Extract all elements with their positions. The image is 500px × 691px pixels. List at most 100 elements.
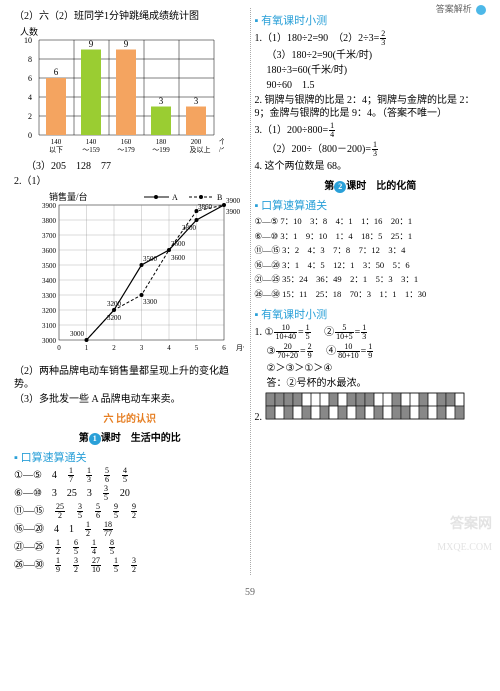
svg-text:200: 200 — [191, 138, 202, 146]
svg-text:～179: ～179 — [117, 146, 135, 154]
svg-text:3800: 3800 — [42, 217, 57, 225]
svg-text:6: 6 — [28, 74, 32, 83]
svg-text:3: 3 — [194, 96, 199, 106]
svg-text:3900: 3900 — [42, 202, 57, 210]
svg-text:3300: 3300 — [42, 292, 57, 300]
svg-text:6: 6 — [54, 67, 59, 77]
r-q4: 4. 这个两位数是 68。 — [255, 160, 487, 173]
bar-chart: 人数 0 2 4 6 8 10 — [14, 25, 224, 155]
svg-text:8: 8 — [28, 55, 32, 64]
svg-text:3000: 3000 — [70, 330, 85, 338]
q2-3: （3）多批发一些 A 品牌电动车来卖。 — [14, 393, 246, 406]
lesson1-num: 1 — [89, 433, 101, 445]
lesson1-title: 第1课时 生活中的比 — [14, 429, 246, 445]
svg-text:3200: 3200 — [107, 300, 122, 308]
calc-row: ㉑—㉕ 12 65 14 85 — [14, 539, 246, 556]
calc-title-r: ▪ 口算速算通关 — [255, 197, 487, 213]
q2-2: （2）两种品牌电动车销售量都呈现上升的变化趋势。 — [14, 365, 246, 391]
r-q1-3c: 90÷60 1.5 — [255, 79, 487, 92]
r-q3-1: 3.（1）200÷800=14 — [255, 122, 487, 139]
svg-text:9: 9 — [124, 39, 129, 49]
svg-text:3860: 3860 — [198, 203, 213, 211]
left-column: （2）六（2）班同学1分钟跳绳成绩统计图 人数 0 2 4 — [10, 8, 251, 575]
calc-title-l: ▪ 口算速算通关 — [14, 449, 246, 465]
right-column: ▪ 有氧课时小测 1.（1）180÷2=90 （2）2÷3=23 （3）180÷… — [251, 8, 491, 575]
calc-row: ⑪—⑮ 3：2 4：3 7：8 7：12 3：4 — [255, 244, 487, 258]
calc-row: ㉑—㉕ 35：24 36：49 2：1 5：3 3：1 — [255, 273, 487, 287]
section6-title: 六 比的认识 — [14, 410, 246, 425]
svg-text:～159: ～159 — [82, 146, 100, 154]
r-q1-3b: 180÷3=60(千米/时) — [255, 64, 487, 77]
watermark-url: MXQE.COM — [437, 542, 492, 553]
svg-text:以下: 以下 — [49, 146, 63, 154]
svg-text:3400: 3400 — [42, 277, 57, 285]
svg-text:B: B — [217, 193, 222, 202]
svg-text:180: 180 — [156, 138, 167, 146]
svg-text:3300: 3300 — [143, 298, 158, 306]
r-q1-3a: （3）180÷2=90(千米/时) — [255, 49, 487, 62]
svg-text:3900: 3900 — [226, 197, 241, 205]
svg-text:1: 1 — [85, 344, 89, 352]
svg-text:3500: 3500 — [42, 262, 57, 270]
svg-text:3200: 3200 — [107, 314, 122, 322]
svg-text:2: 2 — [112, 344, 116, 352]
svg-text:/个: /个 — [219, 146, 224, 154]
calc-row: ①—⑤ 7：10 3：8 4：1 1：16 20：1 — [255, 215, 487, 229]
calc-row: ①—⑤ 4 17 13 56 45 — [14, 467, 246, 484]
svg-text:140: 140 — [86, 138, 97, 146]
calc-row: ⑥—⑩ 3 25 3 35 20 — [14, 485, 246, 502]
svg-text:3800: 3800 — [182, 224, 197, 232]
svg-text:月份: 月份 — [236, 343, 244, 352]
svg-text:3600: 3600 — [171, 254, 186, 262]
svg-text:3000: 3000 — [42, 337, 57, 345]
svg-text:2: 2 — [28, 112, 32, 121]
calc-row: ㉖—㉚ 19 32 2710 15 32 — [14, 557, 246, 574]
svg-text:3600: 3600 — [171, 240, 186, 248]
watermark: 答案网 — [450, 513, 492, 533]
left-item2-title: （2）六（2）班同学1分钟跳绳成绩统计图 — [14, 10, 246, 23]
svg-text:0: 0 — [57, 344, 61, 352]
r-q1-1: 1.（1）180÷2=90 （2）2÷3=23 — [255, 30, 487, 47]
svg-text:3900: 3900 — [226, 208, 241, 216]
r-q2-grid: 2. — [255, 392, 487, 424]
line-chart: 销售量/台 A B — [14, 190, 244, 360]
svg-text:10: 10 — [24, 36, 32, 45]
svg-text:9: 9 — [89, 39, 94, 49]
left-item3: （3）205 128 77 — [14, 160, 246, 173]
svg-text:6: 6 — [222, 344, 226, 352]
r-q3-2: （2）200÷（800－200)=13 — [255, 141, 487, 158]
svg-text:3200: 3200 — [42, 307, 57, 315]
yy2-order: ②＞③＞①＞④ — [255, 362, 487, 375]
yy2-q1-line2: ③2070+20=29 ④1080+10=19 — [255, 343, 487, 360]
svg-text:及以上: 及以上 — [190, 145, 211, 154]
svg-text:160: 160 — [121, 138, 132, 146]
page-number: 59 — [0, 583, 500, 602]
lesson2-title: 第2课时 比的化简 — [255, 177, 487, 193]
calc-row: ㉖—㉚ 15：11 25：18 70：3 1：1 1：30 — [255, 288, 487, 302]
svg-text:140: 140 — [51, 138, 62, 146]
shaded-grid — [265, 392, 465, 420]
youyang-title-1: ▪ 有氧课时小测 — [255, 12, 487, 28]
svg-text:0: 0 — [28, 131, 32, 140]
svg-text:3: 3 — [140, 344, 144, 352]
r-q2: 2. 铜牌与银牌的比是 2：4；铜牌与金牌的比是 2：9；金牌与银牌的比是 9：… — [255, 94, 487, 120]
svg-text:3: 3 — [159, 96, 164, 106]
left-calc-rows: ①—⑤ 4 17 13 56 45 ⑥—⑩ 3 25 3 35 20 ⑪—⑮ 2… — [14, 467, 246, 574]
svg-text:5: 5 — [195, 344, 199, 352]
svg-text:4: 4 — [28, 93, 32, 102]
yy2-q1-line1: 1. ①1010+40=15 ②510+5=13 — [255, 324, 487, 341]
lesson2-num: 2 — [334, 181, 346, 193]
svg-text:4: 4 — [167, 344, 171, 352]
right-calc-rows: ①—⑤ 7：10 3：8 4：1 1：16 20：1⑥—⑩ 3：1 9：10 1… — [255, 215, 487, 302]
svg-text:3100: 3100 — [42, 322, 57, 330]
svg-text:个数段: 个数段 — [219, 137, 224, 146]
svg-text:3700: 3700 — [42, 232, 57, 240]
calc-row: ⑯—⑳ 4 1 12 1877 — [14, 521, 246, 538]
calc-row: ⑯—⑳ 3：1 4：5 12：1 3：50 5：6 — [255, 259, 487, 273]
svg-text:～199: ～199 — [152, 146, 170, 154]
svg-text:销售量/台: 销售量/台 — [49, 191, 88, 202]
svg-text:A: A — [172, 193, 178, 202]
q2-label: 2.（1） — [14, 175, 246, 188]
svg-text:3500: 3500 — [143, 255, 158, 263]
svg-text:3600: 3600 — [42, 247, 57, 255]
